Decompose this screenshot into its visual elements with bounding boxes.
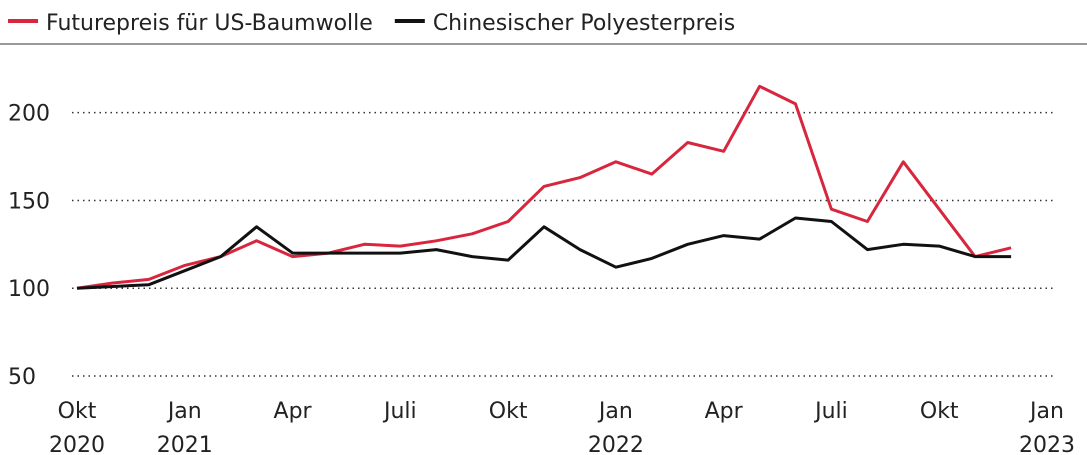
x-tick-label: Okt xyxy=(489,399,528,424)
x-tick-label: Juli xyxy=(813,399,848,424)
y-tick-label: 100 xyxy=(8,277,50,302)
x-tick-label: Apr xyxy=(274,399,313,424)
x-tick-label: Okt xyxy=(920,399,959,424)
x-tick-label: Jan 2022 xyxy=(588,399,644,455)
series-line xyxy=(76,84,1012,290)
y-tick-label: 200 xyxy=(8,102,50,127)
legend-label: Chinesischer Polyesterpreis xyxy=(433,11,735,36)
x-tick-label: Apr xyxy=(705,399,744,424)
legend-label: Futurepreis für US-Baumwolle xyxy=(46,11,373,36)
x-tick-label: Jan 2021 xyxy=(157,399,213,455)
series-line xyxy=(76,216,1012,290)
x-tick-label: Jan 2023 xyxy=(1019,399,1075,455)
x-tick-label: Okt 2020 xyxy=(49,399,105,455)
y-tick-label: 150 xyxy=(8,189,50,214)
y-tick-label: 50 xyxy=(8,365,36,390)
x-tick-label: Juli xyxy=(382,399,417,424)
